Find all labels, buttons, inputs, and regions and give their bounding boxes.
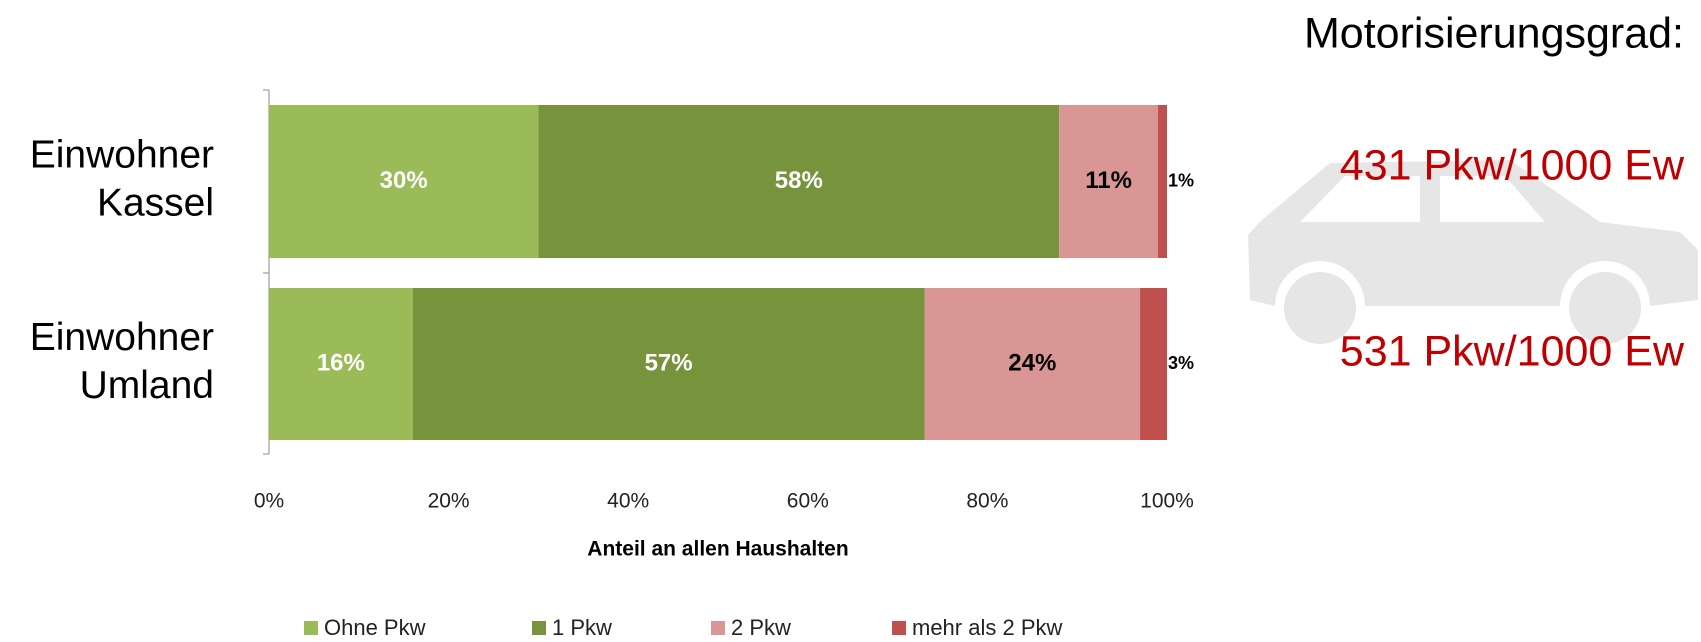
car-wheel	[1284, 272, 1356, 344]
bar-segment	[1140, 288, 1167, 440]
data-label: 11%	[1085, 167, 1132, 194]
bar-segment	[538, 105, 1060, 258]
bar-segment	[412, 288, 925, 440]
car-icon	[1248, 160, 1698, 306]
data-label: 58%	[775, 167, 823, 194]
data-label: 30%	[380, 167, 428, 194]
x-tick-label: 60%	[787, 490, 829, 513]
x-tick-label: 20%	[428, 490, 470, 513]
x-tick-label: 40%	[607, 490, 649, 513]
y-tick-label-line: Einwohner	[30, 316, 214, 359]
y-tick-label: Einwohner Kassel	[30, 134, 214, 225]
legend-swatch	[532, 621, 546, 635]
legend-label: 2 Pkw	[731, 615, 791, 640]
bar-segment	[924, 288, 1141, 440]
x-axis-label: Anteil an allen Haushalten	[587, 538, 848, 561]
car-wheel	[1569, 272, 1641, 344]
legend-swatch	[304, 621, 318, 635]
y-tick-label: Einwohner Umland	[30, 316, 214, 407]
data-label: 1%	[1168, 170, 1194, 190]
x-tick-label: 80%	[966, 490, 1008, 513]
y-tick-label-line: Einwohner	[30, 134, 214, 177]
y-tick-label-line: Kassel	[97, 182, 214, 225]
legend-label: Ohne Pkw	[324, 615, 426, 640]
data-label: 16%	[317, 349, 365, 376]
data-label: 3%	[1168, 353, 1194, 373]
legend-label: 1 Pkw	[552, 615, 612, 640]
data-label: 57%	[645, 349, 693, 376]
bar-segment	[1059, 105, 1159, 258]
bar-segment	[269, 105, 539, 258]
x-tick-label: 100%	[1140, 490, 1194, 513]
y-tick-label-line: Umland	[80, 364, 214, 407]
annotation: 531 Pkw/1000 Ew	[1340, 327, 1685, 375]
legend-swatch	[892, 621, 906, 635]
bar-segment	[269, 288, 413, 440]
data-label: 24%	[1008, 349, 1056, 376]
legend-swatch	[711, 621, 725, 635]
x-tick-label: 0%	[254, 490, 284, 513]
legend-label: mehr als 2 Pkw	[912, 615, 1062, 640]
annotation: Motorisierungsgrad:	[1304, 9, 1684, 57]
bar-segment	[1158, 105, 1167, 258]
annotation: 431 Pkw/1000 Ew	[1340, 141, 1685, 189]
